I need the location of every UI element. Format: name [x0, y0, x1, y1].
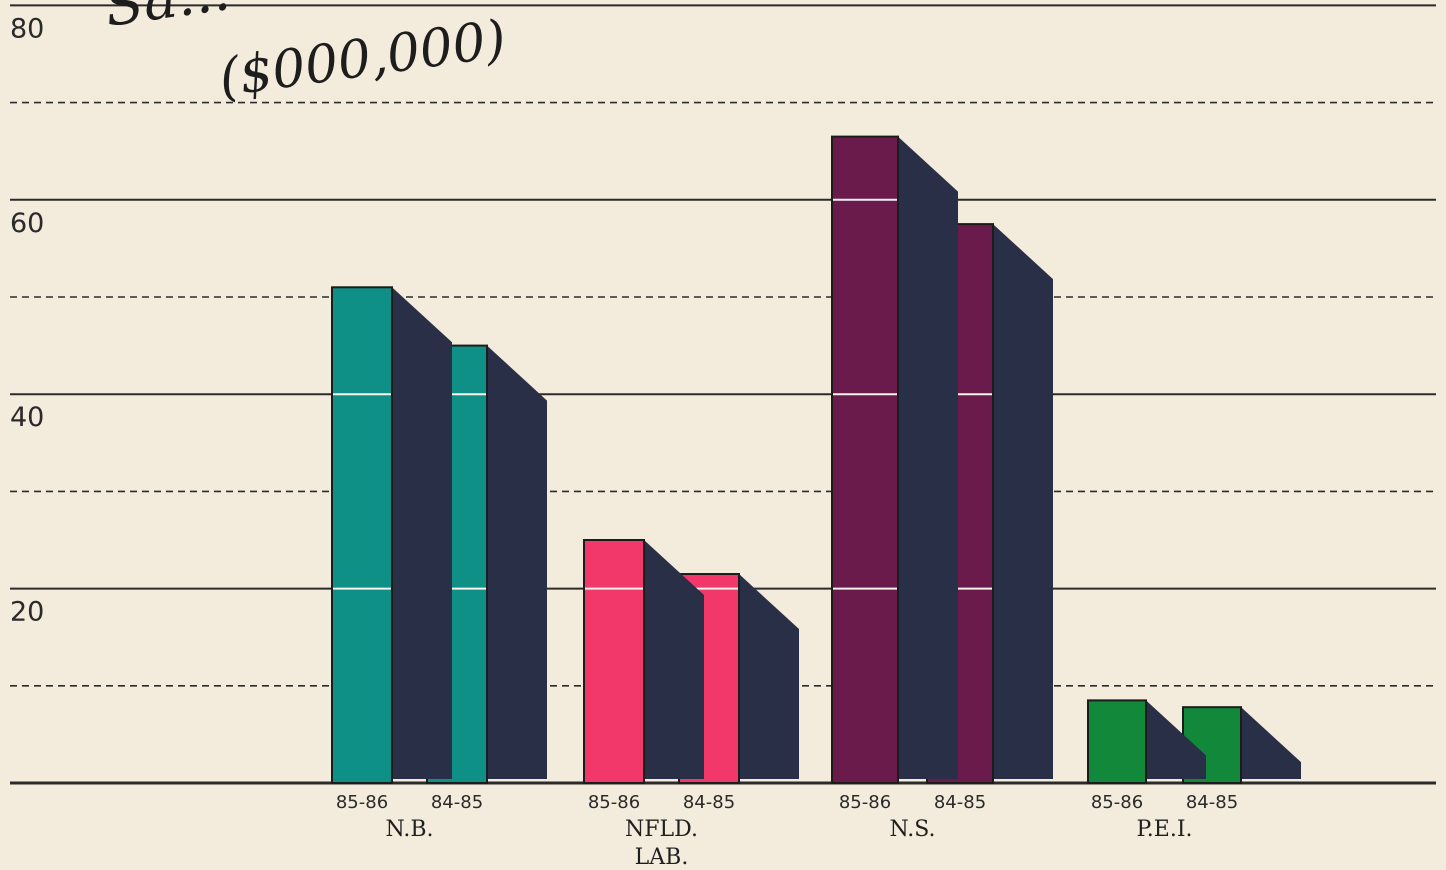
period-label: 85-86	[1091, 792, 1143, 813]
bar-shadow	[392, 287, 452, 779]
period-label: 85-86	[839, 792, 891, 813]
bar-shadow	[644, 540, 704, 779]
chart-title: Sa...	[101, 0, 234, 40]
y-axis-label: ($000,000)	[215, 9, 509, 109]
bar-shadow	[993, 224, 1053, 780]
period-label: 84-85	[683, 792, 735, 813]
y-tick-label: 60	[10, 208, 44, 239]
bar-shadow	[898, 136, 958, 779]
bar-layer	[331, 135, 1301, 785]
category-labels: 85-86 84-85 N.B. 85-86 84-85 NFLD. LAB. 85-86 84…	[336, 792, 1238, 870]
y-tick-label: 20	[10, 597, 44, 628]
period-label: 85-86	[588, 792, 640, 813]
y-tick-label: 80	[10, 13, 44, 44]
y-axis-ticks: 20 40 60 80	[10, 13, 44, 627]
bar-shadow	[739, 574, 799, 779]
bar-shadow	[1146, 700, 1206, 779]
period-label: 85-86	[336, 792, 388, 813]
period-label: 84-85	[1186, 792, 1238, 813]
bar	[1087, 699, 1147, 785]
bar	[583, 539, 645, 784]
province-label: N.S.	[889, 817, 935, 842]
chart-title-area: Sa... ($000,000)	[101, 0, 510, 109]
province-label: NFLD.	[625, 817, 698, 842]
y-tick-label: 40	[10, 402, 44, 433]
province-label: P.E.I.	[1136, 817, 1192, 842]
bar-shadow	[1241, 707, 1301, 779]
province-label: N.B.	[386, 817, 434, 842]
period-label: 84-85	[431, 792, 483, 813]
bar	[831, 135, 899, 784]
period-label: 84-85	[934, 792, 986, 813]
bar-shadow	[487, 345, 547, 779]
bar	[331, 286, 393, 784]
province-label: LAB.	[635, 845, 689, 870]
